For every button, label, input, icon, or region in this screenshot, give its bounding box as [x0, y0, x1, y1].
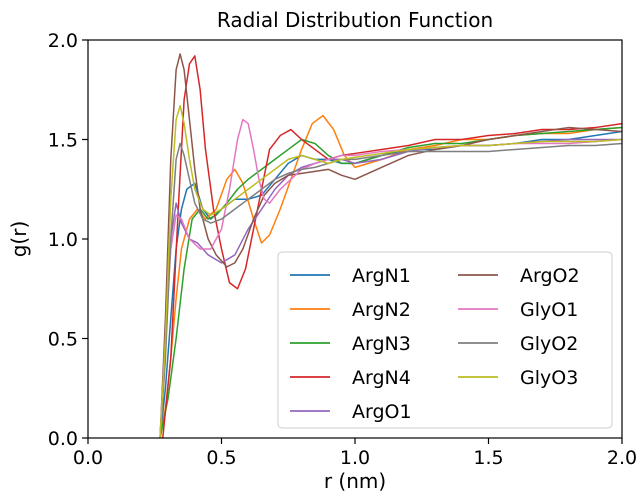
y-tick-label: 1.5	[48, 130, 78, 152]
legend-label-glyo3: GlyO3	[520, 367, 578, 389]
x-tick-label: 0.0	[73, 447, 103, 469]
x-tick-label: 1.0	[340, 447, 370, 469]
x-tick-label: 0.5	[206, 447, 236, 469]
x-axis-ticks: 0.0 0.5 1.0 1.5 2.0	[73, 438, 637, 469]
x-tick-label: 1.5	[473, 447, 503, 469]
legend-label-glyo1: GlyO1	[520, 299, 578, 321]
x-axis-label: r (nm)	[324, 469, 386, 493]
legend-label-glyo2: GlyO2	[520, 333, 578, 355]
x-tick-label: 2.0	[607, 447, 637, 469]
legend-label-argn3: ArgN3	[352, 333, 411, 355]
y-axis-ticks: 0.0 0.5 1.0 1.5 2.0	[48, 30, 88, 450]
legend-label-argo1: ArgO1	[352, 401, 412, 423]
legend: ArgN1 ArgN2 ArgN3 ArgN4 ArgO1 ArgO2 GlyO1 GlyO2…	[277, 251, 613, 429]
legend-label-argn4: ArgN4	[352, 367, 411, 389]
y-axis-label: g(r)	[7, 221, 31, 258]
legend-label-argo2: ArgO2	[520, 265, 580, 287]
legend-label-argn2: ArgN2	[352, 299, 411, 321]
y-tick-label: 2.0	[48, 30, 78, 52]
legend-box	[277, 251, 613, 429]
series-line-glyo2	[159, 142, 623, 439]
series-line-glyo3	[159, 104, 623, 439]
y-tick-label: 0.5	[48, 329, 78, 351]
series-line-argn4	[162, 55, 623, 439]
series-line-argo2	[159, 53, 623, 439]
y-tick-label: 1.0	[48, 229, 78, 251]
y-tick-label: 0.0	[48, 428, 78, 450]
legend-label-argn1: ArgN1	[352, 265, 411, 287]
chart-title: Radial Distribution Function	[217, 8, 493, 32]
